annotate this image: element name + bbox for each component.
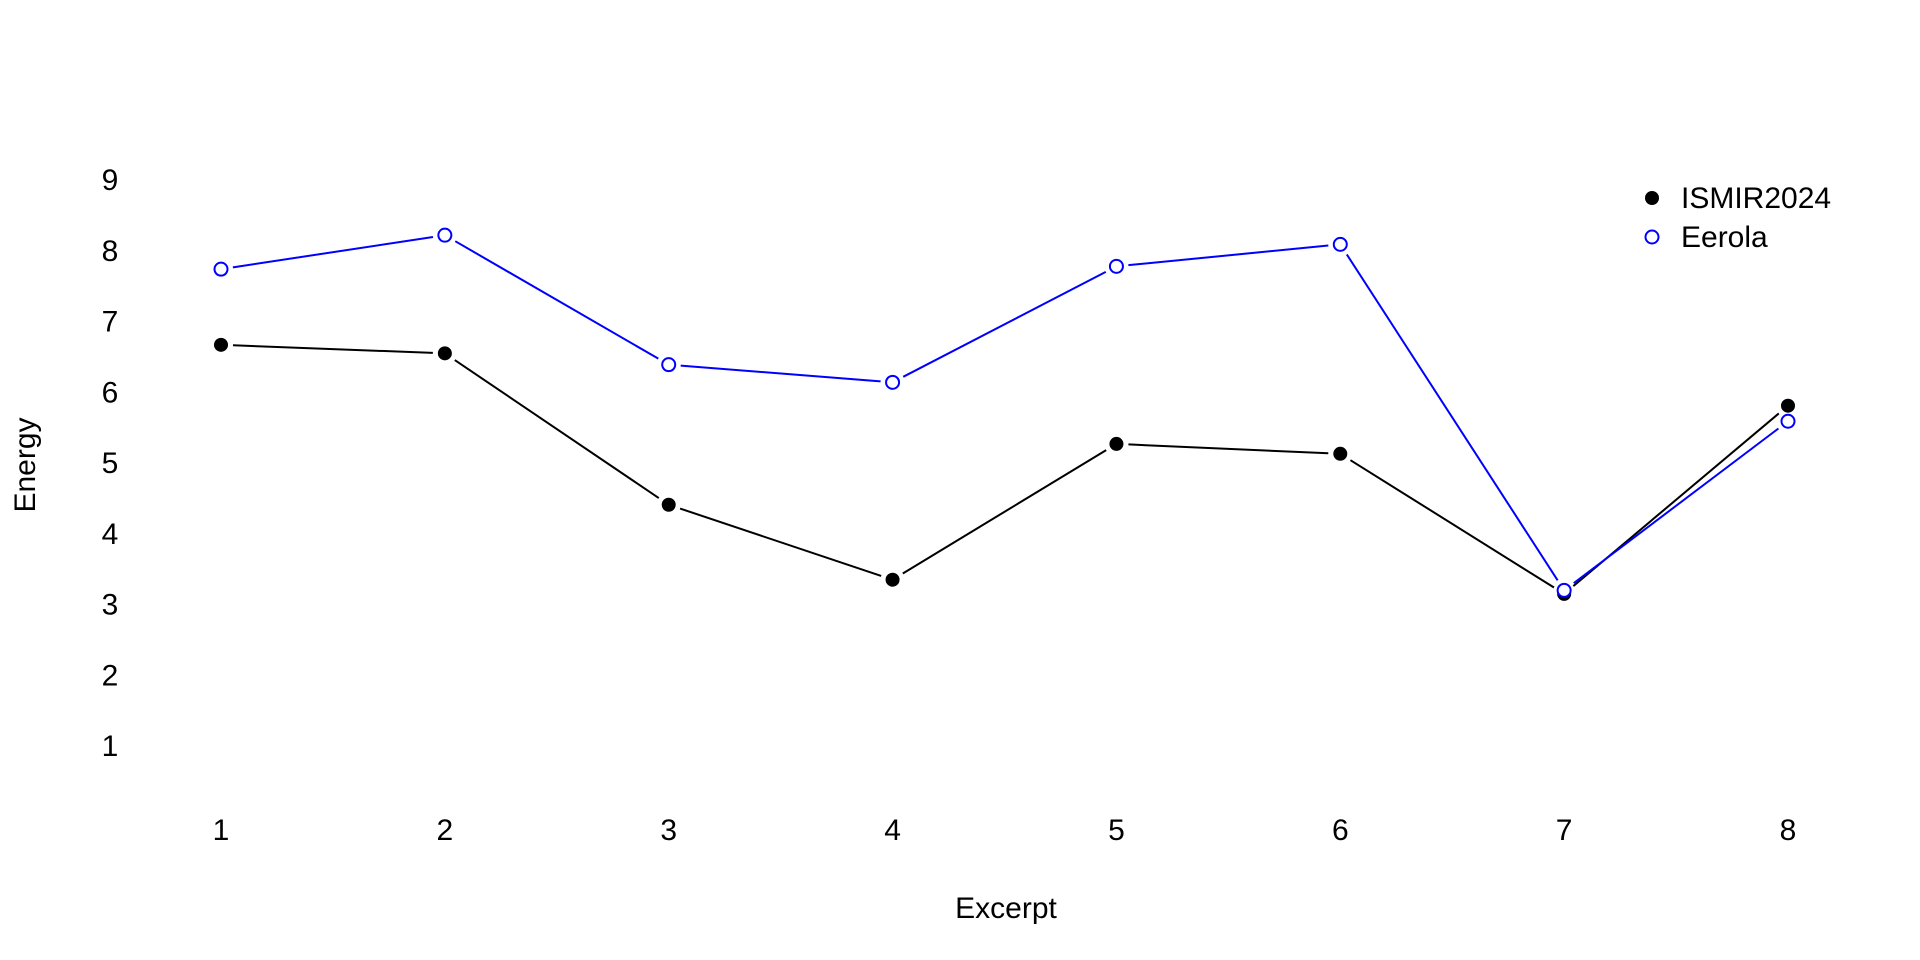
legend-marker [1644, 229, 1660, 245]
data-point [1780, 413, 1796, 429]
data-point [885, 572, 900, 587]
series-line-segment [232, 235, 434, 269]
x-tick-label: 4 [884, 814, 901, 847]
x-tick-label: 5 [1108, 814, 1125, 847]
y-tick-label: 3 [102, 589, 119, 622]
x-tick-label: 2 [437, 814, 454, 847]
y-tick-label: 9 [102, 164, 119, 197]
series-line-segment [679, 507, 882, 577]
y-tick-label: 8 [102, 235, 119, 268]
data-point [661, 497, 676, 512]
series-line-segment [232, 344, 433, 354]
data-point [885, 374, 901, 390]
legend-marker [1645, 191, 1659, 205]
data-point [1332, 236, 1348, 252]
y-tick-label: 7 [102, 306, 119, 339]
data-point [1108, 258, 1124, 274]
series-ismir2024 [214, 337, 1795, 601]
series-line-segment [454, 359, 660, 499]
series-line-segment [1345, 253, 1559, 581]
legend-label: ISMIR2024 [1681, 182, 1831, 215]
data-point [1333, 446, 1348, 461]
series-line-segment [1128, 244, 1329, 267]
legend: ISMIR2024 Eerola [1644, 182, 1831, 254]
y-tick-label: 2 [102, 659, 119, 692]
series-line-segment [1573, 427, 1780, 584]
series-line-segment [902, 449, 1107, 575]
data-point [1109, 436, 1124, 451]
series-line-segment [680, 364, 881, 383]
y-tick-label: 1 [102, 730, 119, 763]
data-point [214, 337, 228, 352]
data-point [437, 227, 453, 243]
x-tick-label: 7 [1556, 814, 1573, 847]
data-point [661, 357, 677, 373]
y-axis-label: Energy [9, 417, 42, 512]
y-tick-label: 6 [102, 376, 119, 409]
legend-label: Eerola [1681, 221, 1768, 254]
data-point [213, 261, 229, 277]
x-tick-label: 3 [660, 814, 677, 847]
series-line-segment [1128, 443, 1329, 455]
axes: 1 2 3 4 5 6 7 8 9 1 2 3 4 5 6 7 8 [102, 164, 1797, 847]
data-point [1556, 582, 1572, 598]
data-point [1781, 398, 1795, 413]
plot-area [213, 227, 1796, 601]
data-point [437, 346, 452, 361]
y-tick-label: 4 [102, 518, 119, 551]
x-axis-label: Excerpt [955, 892, 1057, 925]
x-tick-label: 8 [1780, 814, 1797, 847]
y-tick-label: 5 [102, 447, 119, 480]
x-tick-label: 6 [1332, 814, 1349, 847]
series-eerola [213, 227, 1796, 598]
series-line-segment [454, 240, 659, 360]
series-line-segment [902, 270, 1107, 378]
series-line-segment [1349, 459, 1555, 589]
x-tick-label: 1 [213, 814, 230, 847]
